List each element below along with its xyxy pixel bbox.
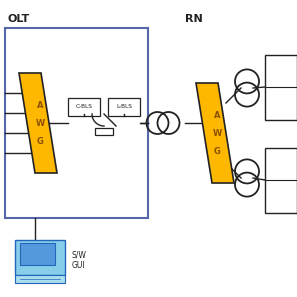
Polygon shape [19, 73, 57, 173]
Bar [5, 28, 148, 218]
Bar [68, 98, 100, 116]
Text: S/W
GUI: S/W GUI [72, 250, 87, 270]
Polygon shape [196, 83, 234, 183]
Text: W: W [212, 129, 222, 138]
Text: A: A [214, 110, 220, 119]
Bar [108, 98, 140, 116]
Text: A: A [37, 100, 43, 110]
Bar [95, 128, 113, 135]
Text: OLT: OLT [8, 14, 30, 24]
Text: L-BLS: L-BLS [116, 105, 132, 110]
Text: RN: RN [185, 14, 203, 24]
Bar [15, 240, 65, 275]
Text: W: W [35, 119, 45, 127]
Bar [265, 55, 297, 120]
Bar [20, 243, 55, 265]
Text: C-BLS: C-BLS [75, 105, 92, 110]
Text: G: G [214, 146, 220, 156]
Bar [15, 275, 65, 283]
Bar [265, 148, 297, 213]
Text: G: G [37, 137, 43, 146]
